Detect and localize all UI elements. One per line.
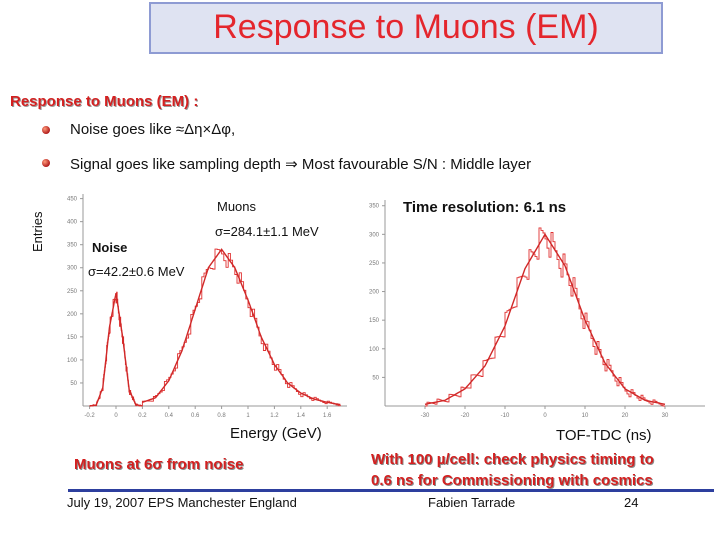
y-tick-label: 150: [369, 318, 380, 324]
y-tick-label: 100: [369, 347, 380, 353]
y-tick-label: 150: [67, 335, 78, 341]
x-tick-label: -20: [461, 413, 470, 419]
x-tick-label: 30: [662, 413, 669, 419]
muons-sigma: σ=284.1±1.1 MeV: [215, 224, 319, 239]
y-tick-label: 300: [369, 232, 380, 238]
y-tick-label: 50: [70, 381, 77, 387]
x-tick-label: 1.2: [270, 413, 279, 419]
y-tick-label: 200: [67, 312, 78, 318]
x-tick-label: 10: [582, 413, 589, 419]
tof-histogram: 50 100 150 200 250 300 350 -30 -20 -10 0 10 20 30: [369, 200, 705, 419]
muons-label: Muons: [217, 199, 257, 214]
x-tick-label: 0.6: [191, 413, 200, 419]
y-tick-label: 350: [369, 204, 380, 210]
x-tick-label: -0.2: [84, 413, 95, 419]
x-tick-label: 1.6: [323, 413, 332, 419]
footer-divider: [68, 489, 714, 492]
y-tick-label: 100: [67, 358, 78, 364]
title-banner: Response to Muons (EM): [149, 2, 663, 54]
y-tick-label: 200: [369, 290, 380, 296]
red-sphere-bullet-icon: [42, 159, 50, 167]
tof-caption-line1: With 100 µ/cell: check physics timing to: [371, 451, 654, 468]
x-tick-label: 1.4: [297, 413, 306, 419]
fit-curve-tof: [424, 232, 666, 405]
x-tick-label: -10: [501, 413, 510, 419]
bullet-noise: Noise goes like ≈Δη×Δφ,: [70, 121, 236, 138]
histogram-tof: [425, 227, 665, 407]
footer-page-number: 24: [624, 495, 639, 510]
y-tick-label: 300: [67, 266, 78, 272]
fit-curve-noise: [89, 292, 143, 407]
y-tick-label: 450: [67, 197, 78, 203]
energy-histogram: 50 100 150 200 250 300 350 400 450 -0.2 0 0.2 0.4 0.6…: [67, 194, 347, 419]
slide-title: Response to Muons (EM): [213, 8, 599, 46]
y-tick-label: 250: [369, 261, 380, 267]
muons-caption: Muons at 6σ from noise: [74, 456, 244, 473]
footer-author: Fabien Tarrade: [428, 495, 516, 510]
y-tick-label: 400: [67, 220, 78, 226]
x-tick-label: 0.8: [217, 413, 226, 419]
y-axis-label: Entries: [30, 211, 45, 252]
time-resolution-label: Time resolution: 6.1 ns: [403, 199, 567, 216]
noise-sigma: σ=42.2±0.6 MeV: [88, 264, 185, 279]
histogram-noise: [89, 291, 143, 407]
subheading: Response to Muons (EM) :: [10, 93, 199, 110]
x-tick-label: 0.2: [138, 413, 147, 419]
x-tick-label: 1: [246, 413, 250, 419]
red-sphere-bullet-icon: [42, 126, 50, 134]
y-tick-label: 50: [372, 375, 379, 381]
noise-label: Noise: [92, 240, 128, 255]
fit-curve-muons: [142, 248, 341, 406]
x-axis-label-tof: TOF-TDC (ns): [556, 427, 652, 444]
x-tick-label: 0: [114, 413, 118, 419]
x-tick-label: -30: [421, 413, 430, 419]
bullet-signal: Signal goes like sampling depth ⇒ Most f…: [70, 156, 532, 173]
x-tick-label: 0: [543, 413, 547, 419]
y-tick-label: 250: [67, 289, 78, 295]
footer-conference: July 19, 2007 EPS Manchester England: [67, 495, 297, 510]
x-tick-label: 20: [622, 413, 629, 419]
x-tick-label: 0.4: [165, 413, 174, 419]
x-axis-label-energy: Energy (GeV): [230, 425, 322, 442]
tof-caption-line2: 0.6 ns for Commissioning with cosmics: [371, 472, 653, 489]
y-tick-label: 350: [67, 243, 78, 249]
